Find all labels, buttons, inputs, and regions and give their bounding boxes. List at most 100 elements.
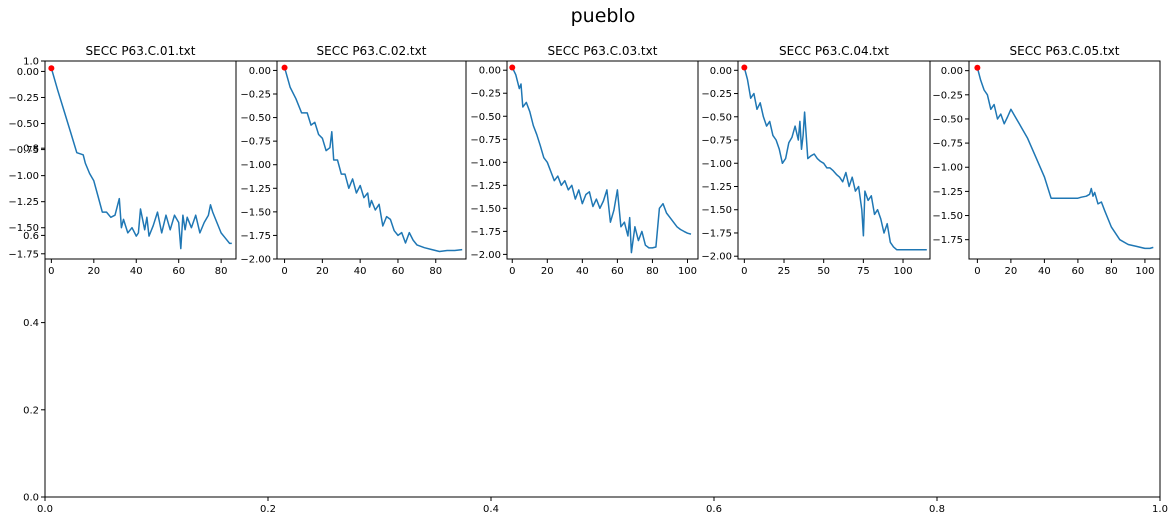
y-tick-label: −1.25 bbox=[470, 181, 501, 192]
y-tick-label: −0.75 bbox=[470, 135, 501, 146]
x-tick-label: 75 bbox=[857, 266, 870, 277]
y-tick-label: −1.25 bbox=[932, 187, 963, 198]
x-tick-label: 0 bbox=[509, 266, 515, 277]
series-line bbox=[743, 67, 927, 251]
y-tick-label: −0.50 bbox=[8, 119, 39, 130]
x-tick-label: 80 bbox=[215, 266, 228, 277]
subplot-background bbox=[738, 61, 930, 259]
start-point-marker bbox=[509, 64, 516, 71]
subplot-title: SECC P63.C.05.txt bbox=[1010, 44, 1120, 58]
y-tick-label: −1.75 bbox=[470, 227, 501, 238]
y-tick-label: −0.75 bbox=[932, 139, 963, 150]
y-tick-label: 0.4 bbox=[23, 318, 39, 329]
x-tick-label: 100 bbox=[1135, 266, 1154, 277]
x-tick-label: 20 bbox=[541, 266, 554, 277]
start-point-marker bbox=[281, 64, 288, 71]
y-tick-label: −0.75 bbox=[701, 136, 732, 147]
x-tick-label: 0.2 bbox=[260, 504, 276, 515]
y-tick-label: 0.8 bbox=[23, 144, 39, 155]
y-tick-label: −1.50 bbox=[8, 223, 39, 234]
y-tick-label: 0.00 bbox=[249, 66, 271, 77]
subplot-background bbox=[507, 61, 698, 259]
subplot-frame bbox=[968, 60, 1161, 260]
y-tick-label: 0.2 bbox=[23, 405, 39, 416]
subplot-panel: SECC P63.C.04.txt 0 25 50 75 100 0.00 −0.25 −0.5… bbox=[701, 44, 931, 277]
x-tick-label: 1.0 bbox=[1152, 504, 1168, 515]
y-tick-label: −0.25 bbox=[701, 89, 732, 100]
subplot-frame bbox=[737, 60, 931, 260]
y-tick-label: 0.00 bbox=[17, 67, 39, 78]
subplot-frame bbox=[506, 60, 699, 260]
subplot-background bbox=[45, 61, 236, 259]
x-tick-label: 100 bbox=[893, 266, 912, 277]
subplot-panels: SECC P63.C.01.txt 0 20 40 60 80 0.00 −0.25 −0.50… bbox=[8, 44, 1161, 277]
y-tick-label: −1.75 bbox=[8, 249, 39, 260]
x-tick-label: 0 bbox=[48, 266, 54, 277]
y-tick-label: 0.0 bbox=[23, 493, 39, 504]
x-tick-label: 40 bbox=[576, 266, 589, 277]
figure-title: pueblo bbox=[571, 5, 636, 27]
series-line bbox=[976, 67, 1154, 250]
subplot-panel: SECC P63.C.01.txt 0 20 40 60 80 0.00 −0.25 −0.50… bbox=[8, 44, 237, 277]
y-tick-label: 1.0 bbox=[23, 57, 39, 68]
subplot-panel: SECC P63.C.03.txt 0 20 40 60 80 100 0.00 −0.25 −0… bbox=[470, 44, 699, 277]
subplot-title: SECC P63.C.03.txt bbox=[548, 44, 658, 58]
y-tick-label: 0.00 bbox=[941, 66, 963, 77]
subplot-title: SECC P63.C.02.txt bbox=[317, 44, 427, 58]
y-tick-label: −0.75 bbox=[8, 145, 39, 156]
start-point-marker bbox=[974, 64, 981, 71]
y-tick-label: −0.50 bbox=[701, 112, 732, 123]
subplot-title: SECC P63.C.01.txt bbox=[86, 44, 196, 58]
x-tick-label: 40 bbox=[1038, 266, 1051, 277]
x-tick-label: 80 bbox=[1105, 266, 1118, 277]
y-tick-label: −1.25 bbox=[701, 182, 732, 193]
y-tick-label: −1.00 bbox=[470, 158, 501, 169]
x-tick-label: 60 bbox=[392, 266, 405, 277]
x-tick-label: 60 bbox=[1072, 266, 1085, 277]
x-tick-label: 25 bbox=[778, 266, 791, 277]
y-tick-label: −2.00 bbox=[470, 250, 501, 261]
y-tick-label: −1.75 bbox=[240, 231, 271, 242]
subplot-background bbox=[969, 61, 1160, 259]
x-tick-label: 0.4 bbox=[483, 504, 499, 515]
start-point-marker bbox=[741, 64, 748, 71]
x-tick-label: 40 bbox=[354, 266, 367, 277]
y-tick-label: −0.25 bbox=[932, 90, 963, 101]
y-tick-label: −1.75 bbox=[701, 228, 732, 239]
y-tick-label: −1.75 bbox=[932, 235, 963, 246]
y-tick-label: −0.50 bbox=[470, 112, 501, 123]
x-tick-label: 80 bbox=[646, 266, 659, 277]
x-tick-label: 50 bbox=[817, 266, 830, 277]
x-tick-label: 20 bbox=[87, 266, 100, 277]
subplot-frame bbox=[276, 60, 467, 260]
subplot-panel: SECC P63.C.05.txt 0 20 40 60 80 100 0.00 −0.25 −0… bbox=[932, 44, 1161, 277]
y-tick-label: −1.50 bbox=[932, 211, 963, 222]
y-tick-label: −1.50 bbox=[470, 204, 501, 215]
x-tick-label: 40 bbox=[130, 266, 143, 277]
y-tick-label: −2.00 bbox=[701, 252, 732, 263]
series-line bbox=[511, 67, 692, 254]
x-tick-label: 100 bbox=[678, 266, 697, 277]
y-tick-label: 0.6 bbox=[23, 231, 39, 242]
x-tick-label: 20 bbox=[1005, 266, 1018, 277]
y-tick-label: 0.00 bbox=[710, 66, 732, 77]
y-tick-label: 0.00 bbox=[479, 66, 501, 77]
y-tick-label: −1.00 bbox=[932, 163, 963, 174]
start-point-marker bbox=[48, 65, 55, 72]
y-tick-label: −1.00 bbox=[240, 160, 271, 171]
series-line bbox=[50, 68, 232, 250]
x-tick-label: 0 bbox=[741, 266, 747, 277]
y-tick-label: −0.75 bbox=[240, 137, 271, 148]
subplot-title: SECC P63.C.04.txt bbox=[779, 44, 889, 58]
y-tick-label: −0.25 bbox=[240, 90, 271, 101]
x-tick-label: 60 bbox=[611, 266, 624, 277]
y-tick-label: −0.50 bbox=[240, 113, 271, 124]
subplot-frame bbox=[44, 60, 237, 260]
x-tick-label: 0 bbox=[974, 266, 980, 277]
x-tick-label: 0.6 bbox=[706, 504, 722, 515]
x-tick-label: 80 bbox=[429, 266, 442, 277]
y-tick-label: −0.50 bbox=[932, 114, 963, 125]
x-tick-label: 0.0 bbox=[37, 504, 53, 515]
x-tick-label: 60 bbox=[172, 266, 185, 277]
